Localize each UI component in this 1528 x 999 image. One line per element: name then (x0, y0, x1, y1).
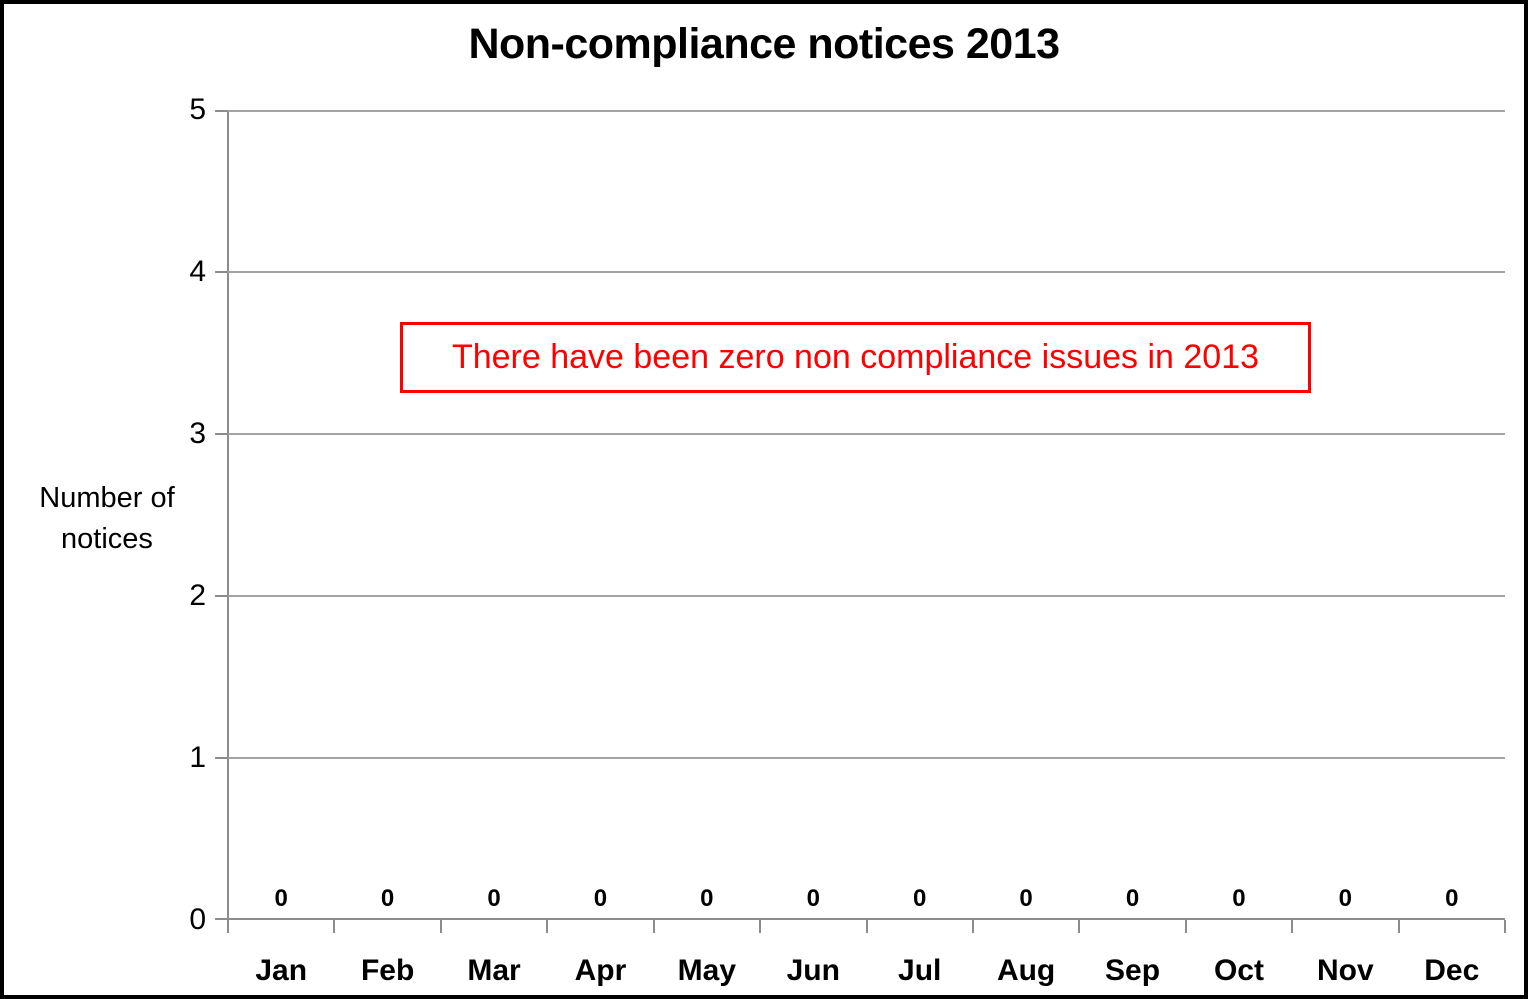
y-tick-label-4: 4 (189, 255, 206, 288)
data-label-may: 0 (700, 885, 714, 912)
data-label-apr: 0 (593, 885, 608, 912)
y-tick-4 (215, 271, 227, 273)
chart-title: Non-compliance notices 2013 (468, 20, 1060, 68)
y-axis-title-line2: notices (61, 523, 153, 555)
data-label-sep: 0 (1125, 885, 1140, 912)
x-tick-10 (1291, 920, 1293, 933)
y-tick-label-3: 3 (189, 417, 206, 450)
x-tick-label-aug: Aug (996, 954, 1056, 987)
x-tick-11 (1398, 920, 1400, 933)
x-tick-label-mar: Mar (467, 954, 521, 987)
x-tick-6 (866, 920, 868, 933)
gridline-y-3 (228, 433, 1505, 435)
y-tick-1 (215, 757, 227, 759)
x-tick-label-jun: Jun (786, 954, 840, 987)
x-tick-5 (759, 920, 761, 933)
x-tick-7 (972, 920, 974, 933)
x-tick-9 (1185, 920, 1187, 933)
x-tick-8 (1078, 920, 1080, 933)
data-label-jan: 0 (274, 885, 288, 912)
x-tick-label-dec: Dec (1424, 954, 1480, 987)
gridline-y-4 (228, 271, 1505, 273)
gridline-y-1 (228, 757, 1505, 759)
y-tick-3 (215, 433, 227, 435)
annotation-box: There have been zero non compliance issu… (400, 322, 1311, 393)
data-label-aug: 0 (1019, 885, 1033, 912)
x-tick-3 (546, 920, 548, 933)
x-tick-0 (227, 920, 229, 933)
data-label-dec: 0 (1445, 885, 1459, 912)
x-tick-12 (1504, 920, 1506, 933)
data-labels: 0 0 0 0 0 0 0 0 0 0 0 0 (228, 884, 1505, 914)
y-tick-label-0: 0 (189, 903, 206, 936)
y-axis-labels: 0 1 2 3 4 5 (134, 93, 206, 936)
x-tick-label-jul: Jul (898, 954, 942, 987)
x-tick-4 (653, 920, 655, 933)
x-tick-2 (440, 920, 442, 933)
y-tick-5 (215, 110, 227, 112)
y-tick-label-5: 5 (189, 93, 206, 126)
y-tick-0 (215, 918, 227, 920)
data-label-nov: 0 (1338, 885, 1353, 912)
y-axis-title-line1: Number of (39, 482, 175, 514)
gridline-y-5 (228, 110, 1505, 112)
data-label-mar: 0 (487, 885, 501, 912)
data-label-oct: 0 (1232, 885, 1246, 912)
x-tick-label-apr: Apr (574, 954, 627, 987)
x-tick-label-may: May (677, 954, 737, 987)
x-tick-label-sep: Sep (1105, 954, 1161, 987)
y-tick-label-2: 2 (189, 579, 206, 612)
data-label-jul: 0 (913, 885, 927, 912)
gridline-y-2 (228, 595, 1505, 597)
y-tick-2 (215, 595, 227, 597)
data-label-jun: 0 (806, 885, 820, 912)
x-tick-label-oct: Oct (1213, 954, 1264, 987)
y-axis-line (227, 110, 229, 920)
x-tick-1 (333, 920, 335, 933)
x-tick-label-feb: Feb (360, 954, 415, 987)
data-label-feb: 0 (380, 885, 395, 912)
x-axis-line (228, 918, 1505, 920)
y-axis-title: Number of notices (12, 478, 202, 560)
x-tick-label-nov: Nov (1317, 954, 1374, 987)
y-tick-label-1: 1 (189, 741, 206, 774)
x-axis-labels: Jan Feb Mar Apr May Jun Jul Aug Sep Oct Nov Dec (228, 950, 1505, 992)
x-tick-label-jan: Jan (255, 954, 308, 987)
